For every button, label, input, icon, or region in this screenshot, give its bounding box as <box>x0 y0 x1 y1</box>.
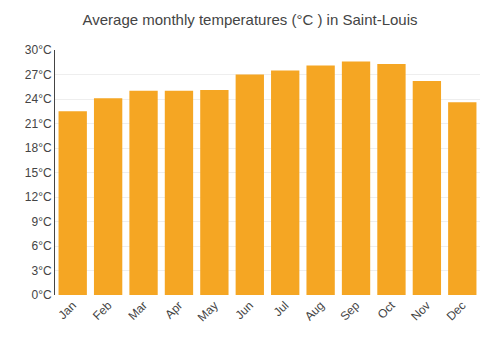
svg-text:24°C: 24°C <box>25 92 52 106</box>
svg-text:Feb: Feb <box>90 298 115 323</box>
svg-text:Mar: Mar <box>125 298 150 323</box>
svg-text:Jul: Jul <box>271 298 292 319</box>
svg-text:Sep: Sep <box>337 298 362 323</box>
svg-text:15°C: 15°C <box>25 166 52 180</box>
svg-text:0°C: 0°C <box>31 288 51 302</box>
svg-text:21°C: 21°C <box>25 117 52 131</box>
svg-text:Oct: Oct <box>375 298 399 322</box>
svg-text:Aug: Aug <box>302 298 327 323</box>
svg-text:30°C: 30°C <box>25 43 52 57</box>
svg-text:9°C: 9°C <box>31 215 51 229</box>
svg-text:Jan: Jan <box>55 298 79 322</box>
svg-text:6°C: 6°C <box>31 239 51 253</box>
svg-text:Apr: Apr <box>162 298 185 321</box>
svg-text:12°C: 12°C <box>25 190 52 204</box>
svg-text:Average monthly temperatures (: Average monthly temperatures (°C ) in Sa… <box>82 11 417 28</box>
svg-text:27°C: 27°C <box>25 68 52 82</box>
svg-text:18°C: 18°C <box>25 141 52 155</box>
svg-text:Nov: Nov <box>408 298 433 323</box>
svg-text:3°C: 3°C <box>31 264 51 278</box>
svg-text:Jun: Jun <box>233 298 257 322</box>
svg-text:May: May <box>195 298 221 324</box>
svg-text:Dec: Dec <box>444 298 469 323</box>
